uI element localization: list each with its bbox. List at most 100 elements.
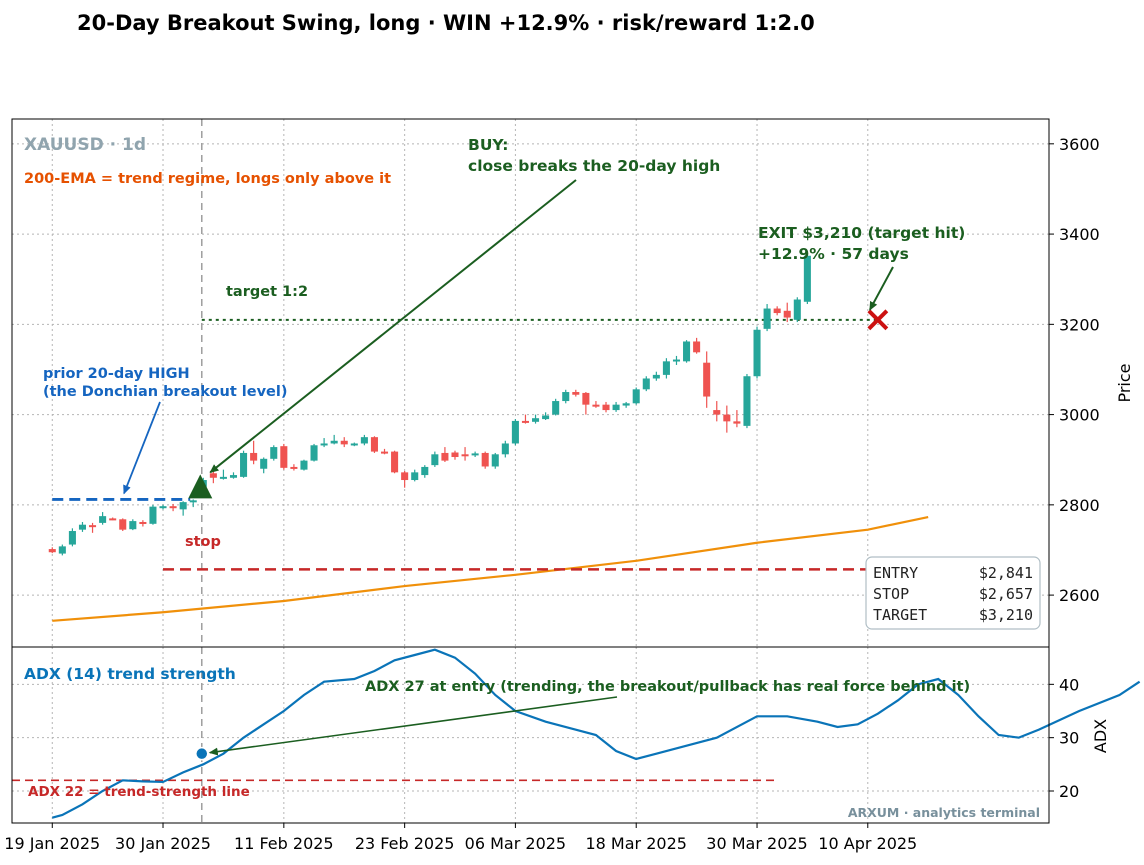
candle-body <box>672 359 681 362</box>
footer-brand: ARXUM · analytics terminal <box>848 805 1040 820</box>
adx-y-ticks: 20 30 40 <box>1049 675 1079 801</box>
candle-body <box>703 362 711 397</box>
candle <box>511 419 519 446</box>
candle-body <box>179 502 187 510</box>
candle-body <box>159 506 167 509</box>
x-tick-label: 19 Jan 2025 <box>4 834 100 853</box>
candle-body <box>240 452 248 477</box>
candle <box>391 450 399 474</box>
candle-body <box>532 418 540 422</box>
candle <box>783 302 791 323</box>
candle <box>340 437 348 448</box>
prior-high-note-line2: (the Donchian breakout level) <box>43 384 287 400</box>
candle-body <box>360 437 368 444</box>
candle <box>683 340 691 363</box>
candle-body <box>48 549 56 553</box>
adx-y-tick-label: 20 <box>1059 782 1079 801</box>
candle <box>129 519 137 531</box>
candle-body <box>401 472 409 481</box>
candle-body <box>350 443 358 446</box>
target-label: target 1:2 <box>226 284 308 300</box>
summary-stop-value: $2,657 <box>979 585 1033 603</box>
candle-body <box>58 546 66 554</box>
price-y-tick-label: 3600 <box>1059 135 1100 154</box>
regime-note: 200-EMA = trend regime, longs only above… <box>24 171 391 187</box>
candle-body <box>552 401 560 415</box>
candle <box>582 392 590 415</box>
candle <box>68 528 76 547</box>
candle <box>109 517 117 521</box>
candle <box>693 337 701 354</box>
candle-body <box>632 389 640 404</box>
candle <box>532 414 540 424</box>
candle <box>149 504 157 525</box>
price-y-tick-label: 3200 <box>1059 315 1100 334</box>
candle-body <box>491 454 499 467</box>
summary-target-value: $3,210 <box>979 606 1033 624</box>
candle-body <box>340 440 348 445</box>
stop-label: stop <box>185 534 221 550</box>
candle-body <box>89 525 97 528</box>
candle <box>763 304 771 332</box>
x-tick-label: 10 Apr 2025 <box>818 834 917 853</box>
candle-body <box>270 447 278 459</box>
candle <box>753 326 761 379</box>
candle-body <box>723 414 731 422</box>
exit-note-line1: EXIT $3,210 (target hit) <box>758 224 965 242</box>
candle <box>300 459 308 471</box>
candle-body <box>119 519 127 530</box>
candle <box>310 443 318 462</box>
candle <box>662 358 670 379</box>
adx-entry-point <box>195 746 209 761</box>
exit-note-line2: +12.9% · 57 days <box>758 245 909 263</box>
candle-body <box>592 404 600 407</box>
candle <box>501 440 509 458</box>
candle-body <box>310 445 318 461</box>
candle-body <box>783 310 791 318</box>
x-tick-label: 11 Feb 2025 <box>234 834 334 853</box>
price-y-axis-label: Price <box>1115 363 1134 402</box>
candle-body <box>461 454 469 457</box>
candle <box>260 457 268 474</box>
buy-note-line2: close breaks the 20-day high <box>468 157 720 175</box>
candle-body <box>109 518 117 521</box>
candle <box>360 434 368 446</box>
candle-body <box>260 458 268 469</box>
x-tick-label: 06 Mar 2025 <box>465 834 566 853</box>
candle-body <box>683 341 691 362</box>
candle-body <box>572 392 580 395</box>
buy-arrow <box>209 179 577 474</box>
candle-body <box>602 404 610 411</box>
candle <box>169 503 177 512</box>
candle <box>139 520 147 527</box>
adx-y-tick-label: 30 <box>1059 729 1079 748</box>
candle-body <box>793 299 801 320</box>
candle-body <box>763 308 771 329</box>
candle <box>622 401 630 408</box>
exit-marker <box>867 309 889 331</box>
candle <box>713 401 721 422</box>
candle-body <box>149 506 157 524</box>
candle-body <box>189 500 197 503</box>
candle-body <box>662 361 670 375</box>
adx-series <box>51 648 1141 819</box>
candlestick-series <box>48 253 811 556</box>
candle-body <box>330 440 338 444</box>
candle <box>451 450 459 460</box>
candle <box>280 443 288 470</box>
candle <box>240 450 248 478</box>
candle <box>78 521 86 532</box>
candle-body <box>250 452 258 461</box>
x-tick-label: 30 Mar 2025 <box>706 834 807 853</box>
candle-body <box>411 472 419 481</box>
candle-body <box>511 420 519 444</box>
x-tick-label: 18 Mar 2025 <box>585 834 686 853</box>
candle-body <box>471 453 479 456</box>
candle <box>431 451 439 467</box>
candle <box>602 401 610 413</box>
adx-entry-note: ADX 27 at entry (trending, the breakout/… <box>365 679 970 695</box>
candle-body <box>219 476 227 479</box>
x-axis-ticks: 19 Jan 2025 30 Jan 2025 11 Feb 2025 23 Feb … <box>4 823 917 853</box>
adx-grid <box>12 647 1049 823</box>
